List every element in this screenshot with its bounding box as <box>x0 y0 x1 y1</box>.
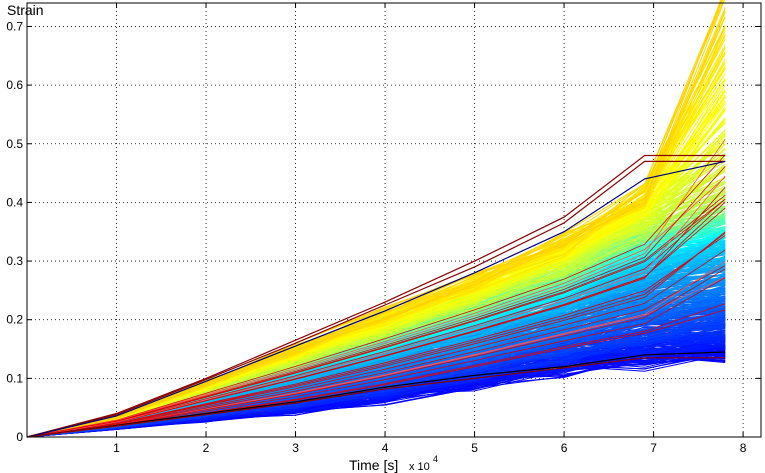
strain-series-line <box>26 201 726 438</box>
y-tick-label: 0.1 <box>6 371 23 385</box>
tick-marks <box>27 3 761 438</box>
y-tick-label: 0.2 <box>6 313 23 327</box>
x-tick-label: 1 <box>113 441 120 455</box>
x-tick-label: 6 <box>561 441 568 455</box>
y-tick-label: 0.3 <box>6 254 23 268</box>
axes-box <box>26 2 762 438</box>
highlighted-curves <box>26 154 726 438</box>
highlight-series-line <box>26 351 726 438</box>
y-tick-label: 0.4 <box>6 195 23 209</box>
x-tick-label: 8 <box>740 441 747 455</box>
x-axis-exponent: x 10 <box>409 461 430 473</box>
grid-lines <box>27 3 761 437</box>
strain-series-line <box>26 154 726 438</box>
strain-series-line <box>26 166 726 438</box>
strain-series-line <box>26 265 726 438</box>
y-tick-label: 0 <box>16 430 23 444</box>
x-tick-label: 2 <box>203 441 210 455</box>
highlight-series-line <box>26 160 726 438</box>
strain-series-line <box>26 198 726 438</box>
strain-series-line <box>26 176 726 438</box>
strain-series-line <box>26 249 726 438</box>
y-tick-label: 0.5 <box>6 137 23 151</box>
strain-series-line <box>26 139 726 438</box>
x-tick-label: 7 <box>650 441 657 455</box>
x-axis-exponent-power: 4 <box>433 454 438 464</box>
y-axis-label: Strain <box>7 2 44 18</box>
x-tick-label: 4 <box>382 441 389 455</box>
y-tick-labels: 0 0.1 0.2 0.3 0.4 0.5 0.6 0.7 <box>6 19 23 444</box>
y-tick-label: 0.6 <box>6 78 23 92</box>
y-tick-label: 0.7 <box>6 19 23 33</box>
x-tick-labels: 1 2 3 4 5 6 7 8 <box>113 441 747 455</box>
x-tick-label: 3 <box>292 441 299 455</box>
x-tick-label: 5 <box>471 441 478 455</box>
strain-series-line <box>26 0 723 438</box>
strain-series-line <box>26 175 726 438</box>
strain-series-line <box>26 268 726 438</box>
x-axis-label: Time [s] <box>349 457 398 473</box>
highlight-series-line <box>26 357 726 438</box>
highlight-series-line <box>26 154 726 438</box>
strain-series-line <box>26 231 726 438</box>
strain-series-line <box>26 0 723 438</box>
highlight-series-line <box>26 160 726 438</box>
